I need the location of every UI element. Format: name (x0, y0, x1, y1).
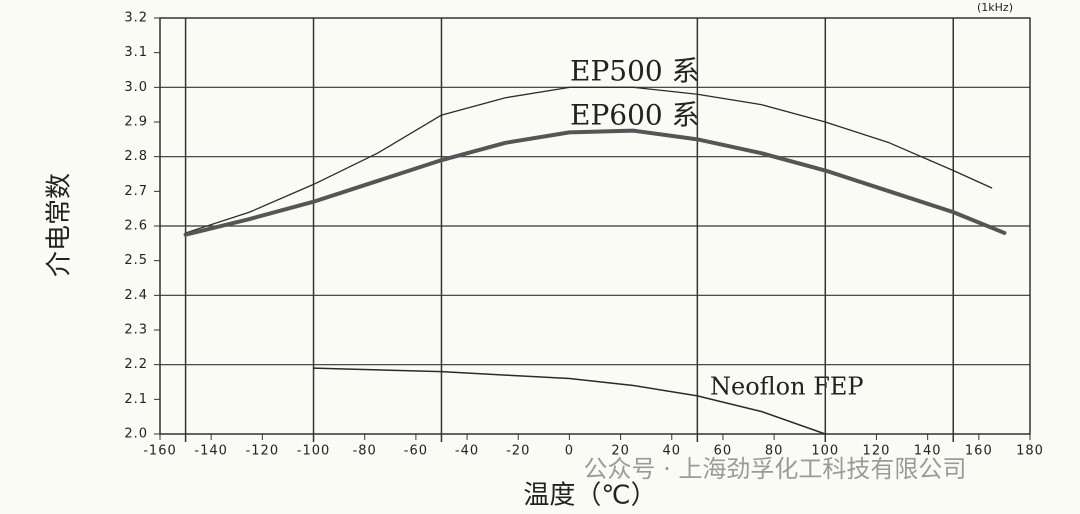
y-axis-label: 介电常数 (45, 173, 75, 277)
y-tick-label: 2.6 (124, 219, 148, 234)
y-tick-label: 3.0 (124, 80, 148, 95)
x-tick-label: 0 (565, 444, 574, 459)
x-tick-label: 20 (611, 444, 630, 459)
x-tick-label: -20 (506, 444, 530, 459)
x-tick-label: 140 (914, 444, 942, 459)
frequency-note: (1kHz) (977, 1, 1013, 14)
series-line (312, 367, 827, 435)
x-tick-label: 80 (765, 444, 784, 459)
series-label: EP600 系 (570, 99, 700, 132)
x-tick-label: 120 (863, 444, 891, 459)
series-label: EP500 系 (570, 55, 700, 88)
x-tick-label: -100 (297, 444, 331, 459)
y-tick-label: 3.2 (124, 11, 148, 26)
y-tick-label: 2.0 (124, 427, 148, 442)
x-tick-label: 40 (662, 444, 681, 459)
x-tick-label: 160 (965, 444, 993, 459)
y-tick-label: 2.5 (124, 253, 148, 268)
y-tick-label: 2.2 (124, 357, 148, 372)
y-tick-label: 2.7 (124, 184, 148, 199)
x-tick-label: -60 (404, 444, 428, 459)
series-line (183, 128, 1007, 237)
y-tick-label: 2.3 (124, 323, 148, 338)
y-tick-label: 3.1 (124, 45, 148, 60)
y-tick-label: 2.9 (124, 115, 148, 130)
x-tick-label: 60 (714, 444, 733, 459)
y-tick-label: 2.8 (124, 149, 148, 164)
y-tick-label: 2.1 (124, 392, 148, 407)
series-line (184, 86, 993, 234)
y-tick-label: 2.4 (124, 288, 148, 303)
x-tick-label: -80 (353, 444, 377, 459)
series-label: Neoflon FEP (710, 373, 864, 401)
x-tick-label: -120 (246, 444, 280, 459)
x-tick-label: 180 (1016, 444, 1044, 459)
x-tick-label: -140 (194, 444, 228, 459)
watermark: 公众号 · 上海劲孚化工科技有限公司 (584, 455, 967, 483)
x-axis-label: 温度（℃） (523, 481, 656, 511)
x-tick-label: -160 (143, 444, 177, 459)
x-tick-label: 100 (811, 444, 839, 459)
x-tick-label: -40 (455, 444, 479, 459)
